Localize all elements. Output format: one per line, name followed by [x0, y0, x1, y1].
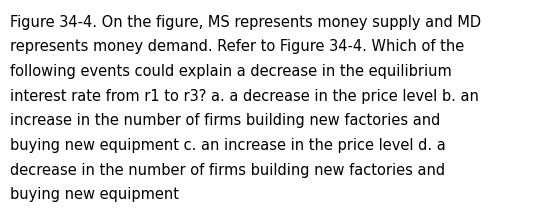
- Text: buying new equipment c. an increase in the price level d. a: buying new equipment c. an increase in t…: [10, 138, 446, 153]
- Text: represents money demand. Refer to Figure 34-4. Which of the: represents money demand. Refer to Figure…: [10, 39, 464, 54]
- Text: interest rate from r1 to r3? a. a decrease in the price level b. an: interest rate from r1 to r3? a. a decrea…: [10, 89, 479, 104]
- Text: Figure 34-4. On the figure, MS represents money supply and MD: Figure 34-4. On the figure, MS represent…: [10, 15, 481, 30]
- Text: increase in the number of firms building new factories and: increase in the number of firms building…: [10, 113, 440, 128]
- Text: buying new equipment: buying new equipment: [10, 187, 179, 202]
- Text: following events could explain a decrease in the equilibrium: following events could explain a decreas…: [10, 64, 452, 79]
- Text: decrease in the number of firms building new factories and: decrease in the number of firms building…: [10, 163, 445, 178]
